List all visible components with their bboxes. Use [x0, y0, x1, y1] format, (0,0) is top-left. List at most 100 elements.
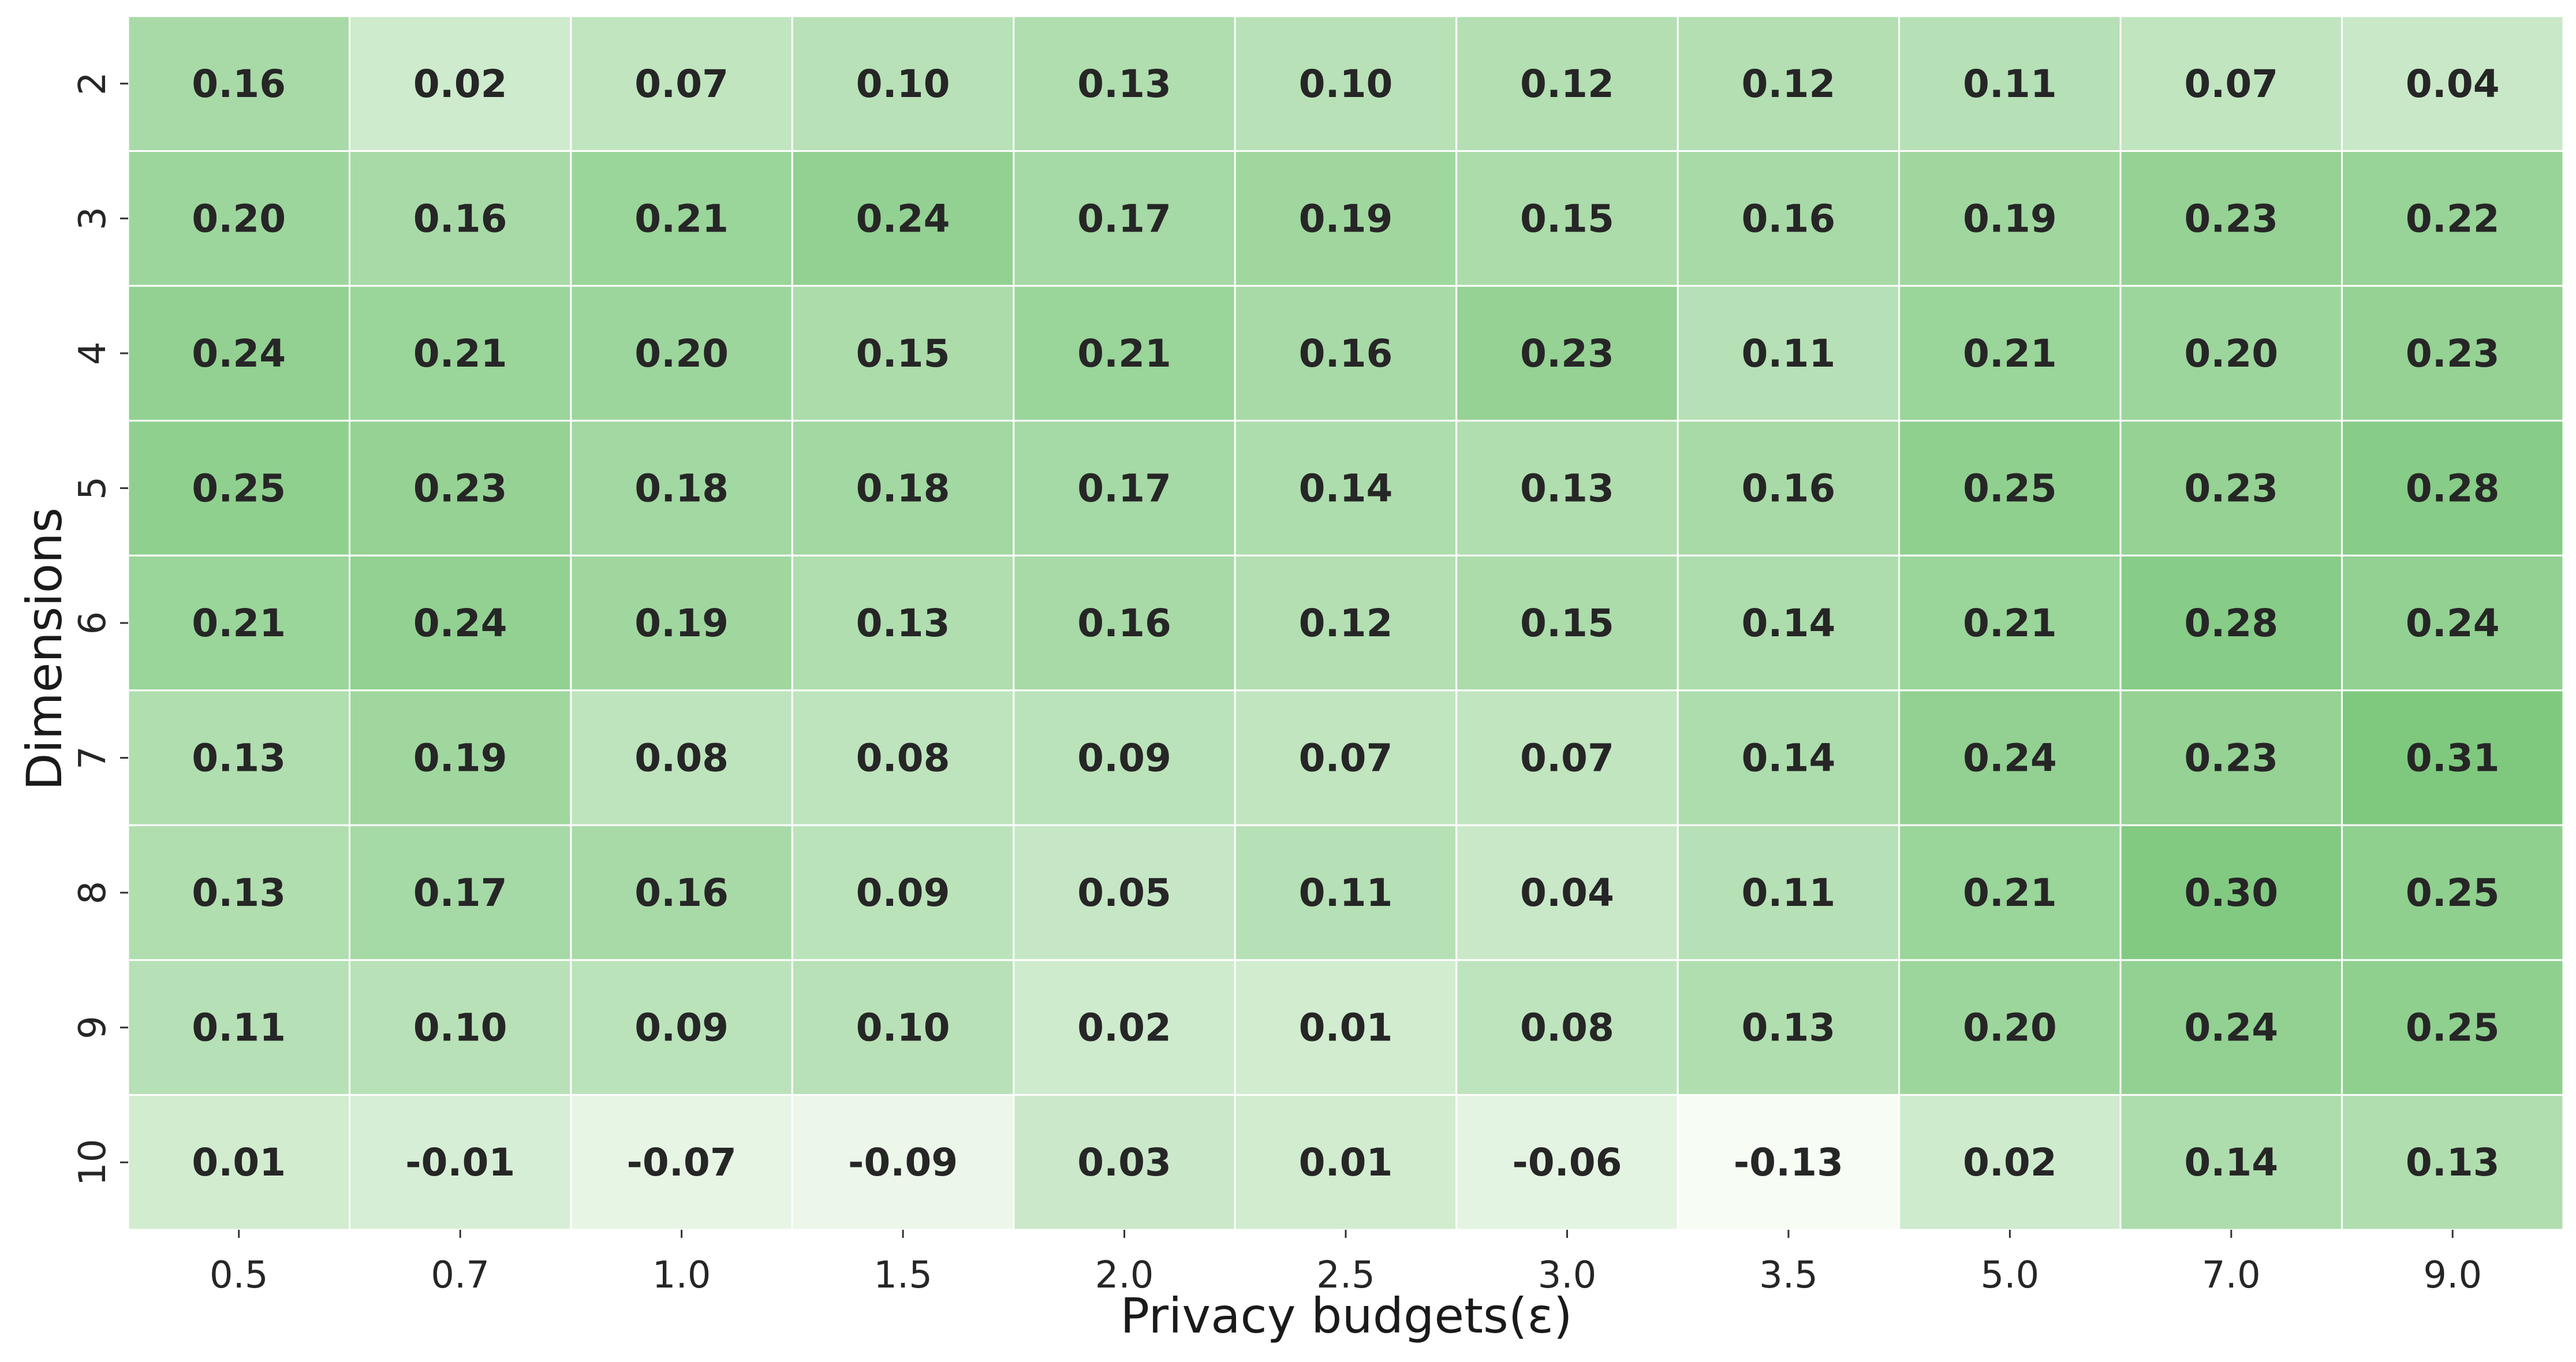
heatmap-cell: [570, 554, 793, 692]
heatmap-cell: [1013, 554, 1236, 692]
heatmap-cell: [1898, 1094, 2122, 1231]
cell-value-label: 0.10: [856, 62, 950, 106]
heatmap-cell: [1234, 285, 1458, 422]
cell-value-label: 0.08: [634, 736, 729, 781]
heatmap-cell: [2341, 15, 2564, 152]
cell-value-label: 0.09: [634, 1006, 729, 1050]
cell-value-label: 0.15: [856, 331, 950, 376]
heatmap-cell: [2341, 420, 2564, 557]
cell-value-label: 0.04: [1520, 871, 1614, 915]
heatmap-cell: [1455, 1094, 1679, 1231]
heatmap-cell: [348, 824, 572, 961]
cells-layer: [127, 15, 2564, 1231]
cell-value-label: 0.16: [1299, 331, 1393, 376]
heatmap-cell: [1013, 150, 1236, 287]
y-tick-label: 9: [72, 1016, 114, 1039]
cell-value-label: 0.21: [1963, 601, 2057, 645]
cell-value-label: 0.17: [413, 871, 507, 915]
heatmap-cell: [1677, 959, 1901, 1096]
x-tick-label: 2.5: [1316, 1254, 1375, 1297]
heatmap-cell: [127, 554, 350, 692]
x-tick-label: 3.5: [1759, 1254, 1818, 1297]
cell-value-label: 0.25: [192, 466, 286, 510]
heatmap-cell: [2119, 15, 2343, 152]
heatmap-cell: [791, 689, 1015, 826]
cell-value-label: 0.11: [1741, 871, 1835, 915]
cell-value-label: 0.05: [1077, 871, 1171, 915]
heatmap-cell: [1677, 1094, 1901, 1231]
heatmap-cell: [791, 420, 1015, 557]
cell-value-label: 0.08: [856, 736, 950, 781]
y-tick-label: 7: [72, 746, 114, 770]
cell-value-label: 0.08: [1520, 1006, 1614, 1050]
cell-value-label: -0.07: [627, 1140, 737, 1185]
heatmap-cell: [2341, 689, 2564, 826]
cell-value-label: 0.25: [2406, 1006, 2500, 1050]
cell-value-label: 0.11: [1741, 331, 1835, 376]
heatmap-cell: [1234, 150, 1458, 287]
cell-value-label: 0.21: [413, 331, 507, 376]
heatmap-cell: [127, 15, 350, 152]
cell-value-label: 0.17: [1077, 196, 1171, 241]
cell-value-label: 0.23: [2184, 196, 2278, 241]
cell-value-label: 0.07: [2184, 62, 2278, 106]
heatmap-cell: [1234, 689, 1458, 826]
heatmap-cell: [127, 285, 350, 422]
y-tick-label: 10: [72, 1139, 114, 1186]
cell-value-label: 0.24: [2406, 601, 2500, 645]
cell-value-label: 0.16: [634, 871, 729, 915]
heatmap-cell: [1898, 689, 2122, 826]
cell-value-label: 0.17: [1077, 466, 1171, 510]
cell-value-label: 0.25: [1963, 466, 2057, 510]
heatmap-cell: [570, 420, 793, 557]
cell-value-label: 0.24: [413, 601, 507, 645]
cell-value-label: 0.21: [634, 196, 729, 241]
heatmap-cell: [2341, 1094, 2564, 1231]
heatmap-cell: [2119, 420, 2343, 557]
cell-value-label: 0.07: [1299, 736, 1393, 781]
y-tick-label: 2: [72, 72, 114, 95]
heatmap-cell: [1013, 15, 1236, 152]
heatmap-cell: [2341, 959, 2564, 1096]
heatmap-cell: [127, 824, 350, 961]
cell-value-label: 0.18: [856, 466, 950, 510]
heatmap-cell: [1455, 554, 1679, 692]
heatmap-cell: [127, 1094, 350, 1231]
heatmap-cell: [1234, 420, 1458, 557]
heatmap-cell: [2341, 824, 2564, 961]
cell-value-label: 0.14: [2184, 1140, 2278, 1185]
cell-value-label: -0.06: [1512, 1140, 1622, 1185]
cell-value-label: 0.31: [2406, 736, 2500, 781]
cell-value-label: 0.13: [192, 871, 286, 915]
cell-value-label: 0.13: [1077, 62, 1171, 106]
heatmap-cell: [791, 15, 1015, 152]
cell-value-label: 0.16: [413, 196, 507, 241]
cell-value-label: 0.01: [1299, 1140, 1393, 1185]
heatmap-cell: [2119, 959, 2343, 1096]
cell-value-label: 0.12: [1741, 62, 1835, 106]
cell-value-label: 0.21: [1963, 871, 2057, 915]
cell-value-label: 0.23: [2184, 736, 2278, 781]
heatmap-cell: [1013, 959, 1236, 1096]
cell-value-label: 0.16: [1077, 601, 1171, 645]
heatmap-cell: [127, 689, 350, 826]
cell-value-label: 0.28: [2184, 601, 2278, 645]
cell-value-label: 0.20: [634, 331, 729, 376]
cell-value-label: 0.01: [192, 1140, 286, 1185]
heatmap-cell: [570, 1094, 793, 1231]
cell-value-label: 0.24: [856, 196, 950, 241]
cell-value-label: 0.13: [856, 601, 950, 645]
cell-value-label: 0.21: [1077, 331, 1171, 376]
heatmap-cell: [2341, 554, 2564, 692]
heatmap-cell: [348, 554, 572, 692]
x-tick-label: 7.0: [2202, 1254, 2261, 1297]
cell-value-label: 0.23: [2406, 331, 2500, 376]
heatmap-cell: [1898, 285, 2122, 422]
cell-value-label: 0.23: [2184, 466, 2278, 510]
heatmap-cell: [570, 150, 793, 287]
heatmap-cell: [2119, 1094, 2343, 1231]
y-axis-title: Dimensions: [16, 508, 73, 790]
heatmap-cell: [1898, 959, 2122, 1096]
